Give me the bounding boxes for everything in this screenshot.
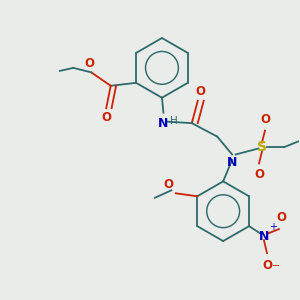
Text: N: N bbox=[259, 230, 269, 243]
Text: O: O bbox=[262, 259, 272, 272]
Text: O: O bbox=[85, 57, 95, 70]
Text: O: O bbox=[164, 178, 173, 191]
Text: O: O bbox=[277, 211, 287, 224]
Text: S: S bbox=[257, 140, 267, 154]
Text: N: N bbox=[227, 156, 237, 169]
Text: +: + bbox=[269, 222, 277, 232]
Text: N: N bbox=[158, 117, 169, 130]
Text: −: − bbox=[272, 261, 281, 271]
Text: O: O bbox=[102, 111, 112, 124]
Text: O: O bbox=[196, 85, 206, 98]
Text: H: H bbox=[170, 116, 178, 126]
Text: O: O bbox=[254, 168, 264, 181]
Text: O: O bbox=[260, 113, 270, 126]
